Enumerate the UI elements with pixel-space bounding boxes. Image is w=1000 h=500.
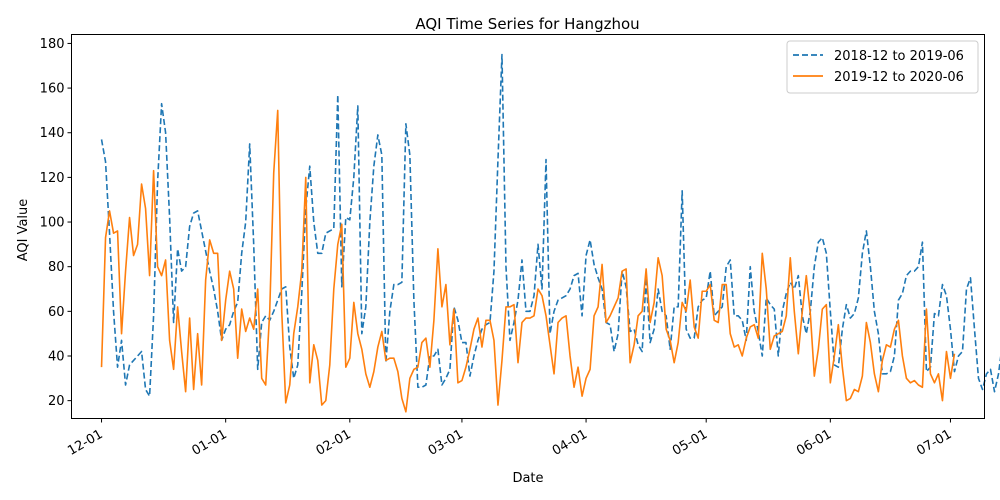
y-tick-label: 100 (40, 216, 65, 231)
y-tick-label: 60 (48, 305, 65, 320)
x-tick-label: 01-01 (189, 427, 229, 459)
series-layer (100, 53, 1000, 413)
x-tick-label: 03-01 (426, 427, 466, 459)
y-axis-label: AQI Value (16, 199, 31, 262)
series-line-2 (100, 109, 956, 413)
y-tick-label: 20 (48, 394, 65, 409)
y-tick-label: 120 (40, 171, 65, 186)
y-axis: 20 40 60 80 100 120 140 160 180 (40, 37, 72, 409)
y-tick-label: 180 (40, 37, 65, 52)
legend-label-series-1: 2018-12 to 2019-06 (834, 49, 964, 64)
y-tick-label: 140 (40, 126, 65, 141)
x-tick-label: 07-01 (914, 427, 954, 459)
legend-label-series-2: 2019-12 to 2020-06 (834, 70, 964, 85)
legend-box (786, 40, 979, 94)
x-axis-label: Date (512, 471, 543, 486)
y-tick-label: 40 (48, 349, 65, 364)
series-line-1 (100, 53, 1000, 397)
x-tick-label: 06-01 (794, 427, 834, 459)
chart-title: AQI Time Series for Hangzhou (415, 15, 639, 33)
x-tick-label: 12-01 (65, 427, 105, 459)
plot-frame (71, 34, 985, 419)
x-tick-label: 02-01 (314, 427, 354, 459)
x-tick-label: 05-01 (670, 427, 710, 459)
x-tick-label: 04-01 (550, 427, 590, 459)
legend: 2018-12 to 2019-06 2019-12 to 2020-06 (786, 40, 979, 94)
y-tick-label: 160 (40, 82, 65, 97)
y-tick-label: 80 (48, 260, 65, 275)
x-axis: 12-01 01-01 02-01 03-01 04-01 05-01 06-01 07-01 (65, 418, 954, 459)
